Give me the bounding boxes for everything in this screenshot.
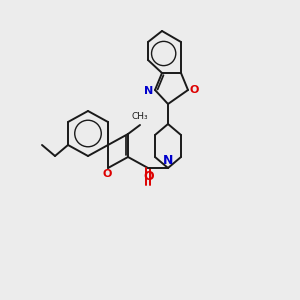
Text: N: N	[144, 86, 153, 96]
Text: O: O	[190, 85, 200, 95]
Text: CH₃: CH₃	[132, 112, 148, 121]
Text: O: O	[144, 170, 154, 183]
Text: O: O	[102, 169, 112, 179]
Text: N: N	[163, 154, 173, 167]
